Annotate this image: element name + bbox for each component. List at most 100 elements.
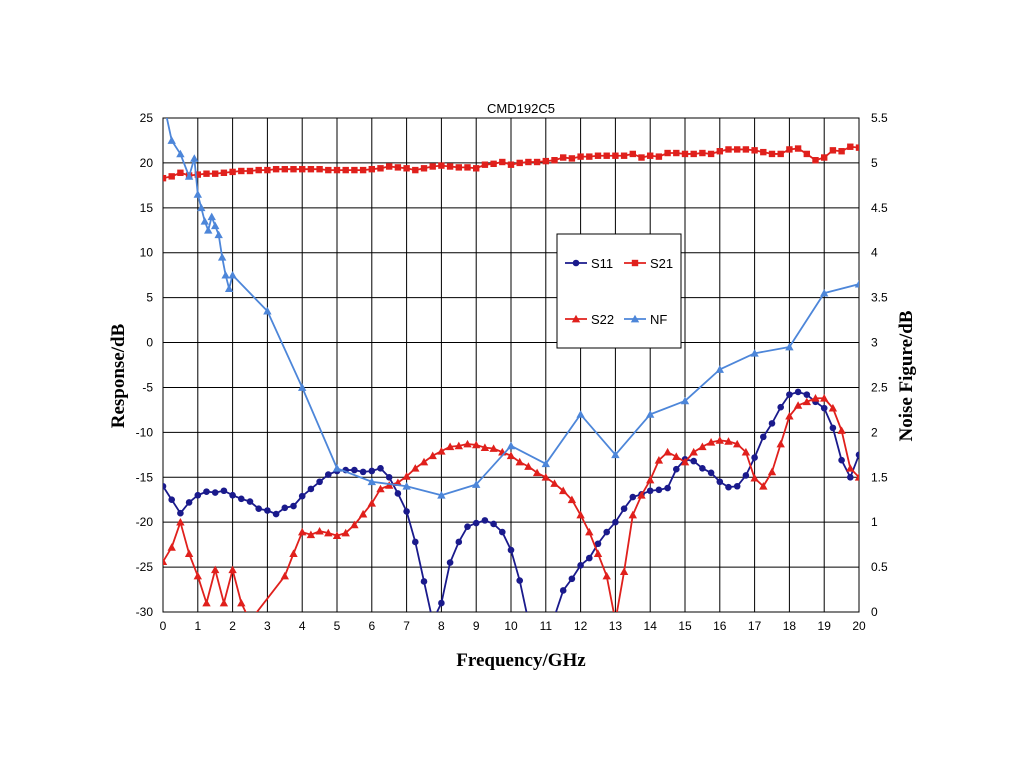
data-point-s22	[376, 484, 385, 493]
x-axis-label: Frequency/GHz	[456, 650, 586, 671]
data-point-s21	[725, 146, 732, 153]
data-point-s21	[838, 148, 845, 155]
data-point-s21	[229, 168, 236, 176]
data-point-s21	[821, 154, 828, 161]
data-point-s11	[646, 487, 654, 495]
data-point-s11	[620, 505, 628, 513]
data-point-s21	[272, 165, 280, 173]
data-point-s21	[168, 173, 175, 180]
data-point-nf	[221, 270, 230, 279]
data-point-nf	[184, 172, 194, 180]
data-point-s11	[568, 575, 576, 583]
y-tick-label: 25	[140, 111, 154, 125]
x-tick-label: 2	[229, 619, 236, 633]
plot-area-border	[162, 117, 860, 613]
y2-tick-label: 2	[871, 425, 878, 439]
x-tick-label: 1	[194, 619, 201, 633]
data-point-s11	[760, 433, 767, 441]
data-point-s22	[385, 481, 394, 489]
data-point-nf	[176, 149, 185, 158]
data-point-s22	[820, 394, 829, 402]
data-point-s22	[489, 444, 498, 452]
data-point-s11	[786, 391, 793, 398]
data-point-s11	[829, 424, 837, 432]
data-point-s22	[811, 394, 820, 402]
y2-tick-label: 1	[871, 515, 878, 529]
x-tick-label: 14	[644, 619, 658, 633]
data-point-s11	[438, 599, 445, 607]
data-point-s11	[220, 487, 228, 495]
data-point-s22	[445, 442, 455, 451]
data-point-nf	[472, 480, 481, 488]
legend-swatch-marker	[571, 314, 581, 323]
legend: S11 S21 S22 NF	[556, 233, 682, 349]
data-point-s22	[715, 436, 724, 444]
data-point-s11	[446, 559, 454, 566]
data-point-s21	[299, 165, 306, 173]
data-point-s11	[699, 464, 706, 472]
x-tick-label: 9	[473, 619, 480, 633]
data-point-s21	[568, 155, 576, 162]
data-point-s22	[532, 468, 542, 477]
data-point-s11	[603, 528, 610, 536]
data-point-s11	[412, 538, 419, 546]
data-point-nf	[332, 464, 342, 472]
data-point-s21	[429, 163, 436, 170]
data-point-s21	[673, 149, 680, 157]
data-point-s22	[602, 571, 611, 580]
data-point-s21	[603, 152, 610, 159]
y2-tick-label: 3	[871, 336, 878, 350]
chart-title: CMD192C5	[487, 101, 555, 116]
data-point-s21	[377, 165, 384, 172]
data-point-s11	[586, 554, 593, 562]
data-point-s21	[594, 152, 602, 159]
data-point-nf	[506, 441, 516, 450]
data-point-s11	[255, 505, 262, 513]
y2-tick-label: 0.5	[871, 560, 888, 574]
data-point-s22	[228, 565, 237, 574]
data-point-s22	[750, 473, 759, 482]
data-point-s11	[455, 538, 463, 546]
legend-item-nf: NF	[624, 312, 667, 327]
y-tick-label: 5	[146, 291, 153, 305]
data-point-s22	[706, 438, 716, 446]
y2-tick-label: 5	[871, 156, 878, 170]
data-point-s21	[664, 149, 671, 157]
data-point-nf	[402, 482, 411, 490]
data-point-s11	[238, 495, 245, 503]
data-point-nf	[197, 203, 206, 212]
data-point-s21	[751, 147, 758, 154]
data-point-s22	[793, 401, 803, 409]
data-point-s22	[211, 565, 220, 574]
data-point-s22	[672, 452, 681, 460]
data-point-s21	[264, 166, 271, 174]
data-point-s21	[255, 166, 262, 174]
legend-label: NF	[650, 312, 667, 327]
data-point-s22	[480, 443, 490, 451]
data-point-s22	[402, 472, 411, 480]
data-point-nf	[263, 306, 272, 315]
data-point-s22	[741, 447, 751, 456]
data-point-s22	[541, 473, 550, 481]
data-point-s22	[324, 528, 333, 537]
data-point-s21	[516, 159, 523, 167]
data-point-s21	[647, 152, 654, 159]
data-point-s21	[455, 164, 462, 171]
data-point-nf	[211, 221, 220, 230]
data-point-s21	[394, 164, 402, 171]
y2-tick-label: 3.5	[871, 291, 888, 305]
data-point-s21	[612, 152, 619, 159]
data-point-s22	[219, 598, 229, 607]
x-tick-label: 4	[299, 619, 306, 633]
data-point-s21	[403, 165, 410, 172]
series-line-nf	[165, 118, 859, 497]
data-point-s22	[854, 473, 859, 481]
data-point-s11	[655, 486, 663, 494]
y-tick-label: -20	[136, 515, 154, 529]
data-point-nf	[576, 410, 585, 418]
data-point-s22	[619, 567, 629, 575]
data-point-nf	[207, 212, 216, 221]
y-tick-label: 0	[146, 336, 153, 350]
data-point-s21	[446, 163, 454, 170]
data-point-s22	[567, 495, 577, 504]
